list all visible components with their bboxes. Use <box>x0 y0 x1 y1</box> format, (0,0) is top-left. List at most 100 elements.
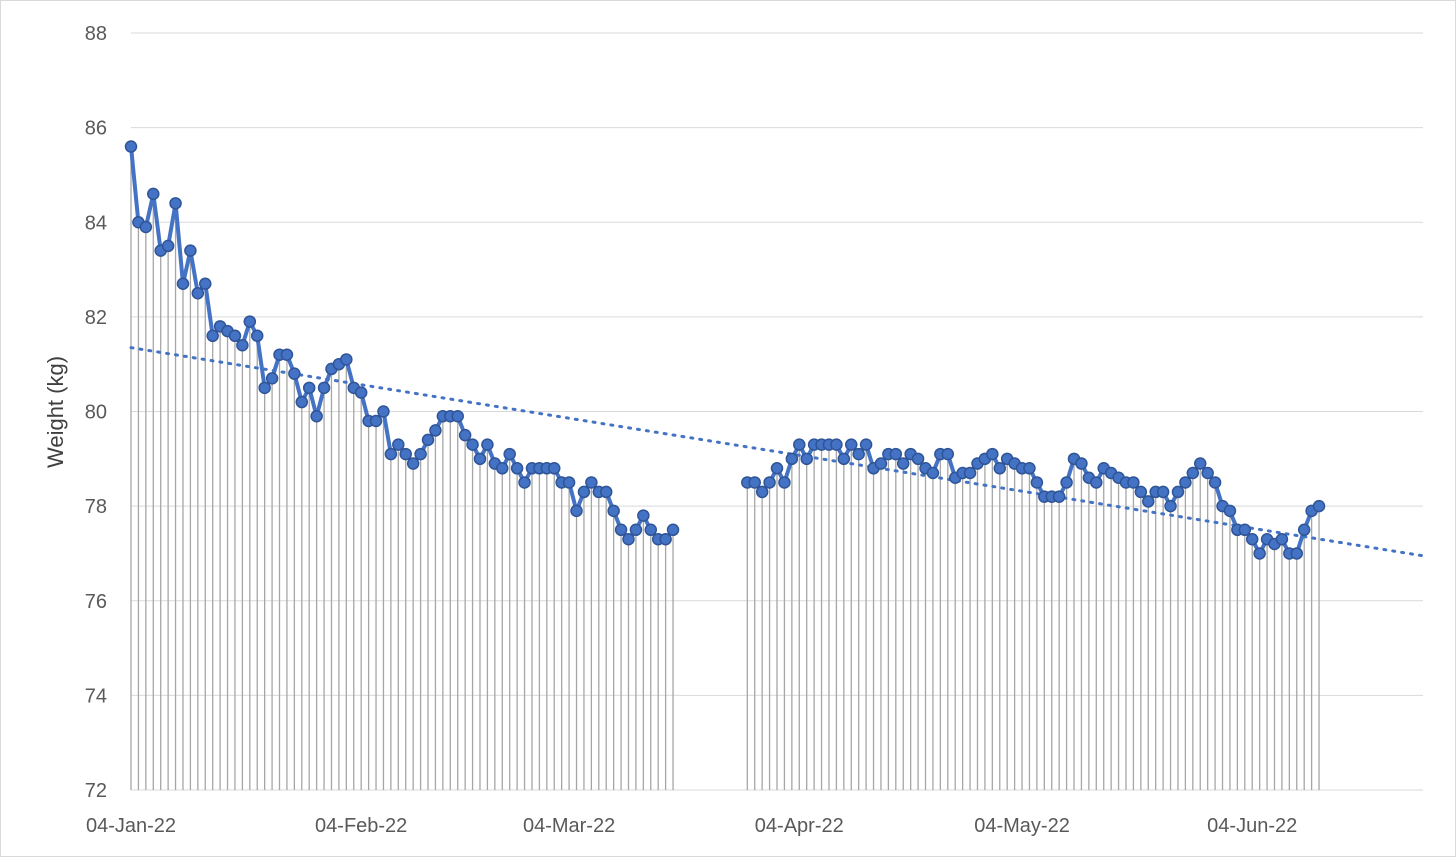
data-point <box>1164 499 1177 513</box>
data-point <box>1060 476 1073 489</box>
data-point <box>1208 476 1222 489</box>
x-tick-label: 04-Feb-22 <box>315 815 407 837</box>
data-point <box>302 381 316 395</box>
data-point <box>585 476 598 489</box>
data-point <box>265 372 279 385</box>
data-point <box>778 476 791 489</box>
trendline <box>129 346 1425 558</box>
data-point <box>414 447 427 461</box>
data-point <box>607 504 620 518</box>
x-tick-label: 04-Mar-22 <box>523 815 615 837</box>
x-tick-label: 04-Jun-22 <box>1207 815 1297 837</box>
data-point <box>896 457 910 470</box>
data-point <box>845 438 858 451</box>
drop-lines <box>130 146 1320 790</box>
data-point <box>793 438 806 451</box>
y-tick-label: 78 <box>85 496 107 518</box>
data-point <box>755 485 769 499</box>
data-point <box>837 452 851 466</box>
data-point <box>1127 476 1140 489</box>
data-point <box>421 433 435 447</box>
data-point <box>859 438 873 451</box>
data-point <box>399 447 412 461</box>
data-point <box>666 523 680 537</box>
data-point <box>384 447 398 461</box>
data-point <box>176 277 190 291</box>
data-point <box>889 447 903 461</box>
data-point <box>169 197 182 210</box>
data-point <box>503 447 516 461</box>
data-point <box>354 386 368 399</box>
y-axis-title: Weight (kg) <box>43 356 68 468</box>
data-point <box>340 353 353 366</box>
data-point <box>199 277 212 291</box>
data-point <box>748 476 761 489</box>
data-point <box>481 438 494 451</box>
data-point <box>147 187 160 201</box>
data-point <box>466 438 479 451</box>
data-point <box>763 476 776 489</box>
data-point <box>644 523 658 537</box>
data-point <box>629 523 643 537</box>
data-point <box>1052 490 1066 503</box>
data-point <box>1156 485 1170 499</box>
data-point <box>1290 547 1304 560</box>
data-point <box>184 244 197 257</box>
data-point <box>800 452 813 466</box>
data-point <box>874 457 888 470</box>
y-tick-label: 80 <box>85 402 107 424</box>
data-point <box>1297 523 1311 537</box>
linear-trendline <box>129 346 1425 558</box>
data-point <box>191 286 205 300</box>
data-point <box>1142 495 1155 508</box>
data-point <box>659 532 672 546</box>
y-tick-label: 84 <box>85 212 107 234</box>
data-point <box>377 405 390 418</box>
data-point <box>1030 476 1044 489</box>
data-point <box>236 339 249 352</box>
data-point <box>637 509 650 522</box>
data-point <box>1075 457 1088 470</box>
data-point <box>406 457 420 470</box>
data-point <box>1312 499 1326 513</box>
data-point <box>392 438 405 451</box>
weight-series <box>124 140 1326 560</box>
data-point <box>1223 504 1237 518</box>
data-point <box>250 329 264 343</box>
data-point <box>288 367 301 380</box>
data-point <box>562 476 576 489</box>
data-point <box>1238 523 1252 537</box>
y-tick-label: 88 <box>85 23 107 45</box>
x-tick-label: 04-Apr-22 <box>755 815 844 837</box>
data-point <box>785 452 799 466</box>
data-point <box>1090 476 1103 489</box>
data-point <box>295 395 309 409</box>
data-point <box>993 462 1007 475</box>
data-point <box>369 414 383 428</box>
data-point <box>1134 485 1148 499</box>
data-point <box>1275 532 1289 546</box>
data-point <box>547 462 561 475</box>
data-point <box>1023 462 1036 475</box>
data-point <box>310 409 323 423</box>
y-tick-label: 76 <box>85 591 107 613</box>
data-point <box>770 462 784 475</box>
data-point <box>614 523 628 537</box>
data-point <box>1186 466 1200 480</box>
data-point <box>1179 476 1192 489</box>
data-point <box>911 452 925 466</box>
data-point <box>280 348 294 361</box>
y-tick-label: 82 <box>85 307 107 329</box>
data-point <box>570 504 583 518</box>
data-point <box>963 466 977 480</box>
data-point <box>473 452 487 466</box>
x-axis-tick-labels: 04-Jan-22 04-Feb-22 04-Mar-22 04-Apr-22 04-M… <box>86 815 1297 837</box>
data-point <box>458 428 472 442</box>
x-tick-label: 04-May-22 <box>974 815 1070 837</box>
data-point <box>1245 532 1259 546</box>
data-point <box>518 476 531 489</box>
data-point <box>510 462 524 475</box>
y-axis-tick-labels: 72 74 76 78 80 82 84 86 88 <box>85 23 107 802</box>
